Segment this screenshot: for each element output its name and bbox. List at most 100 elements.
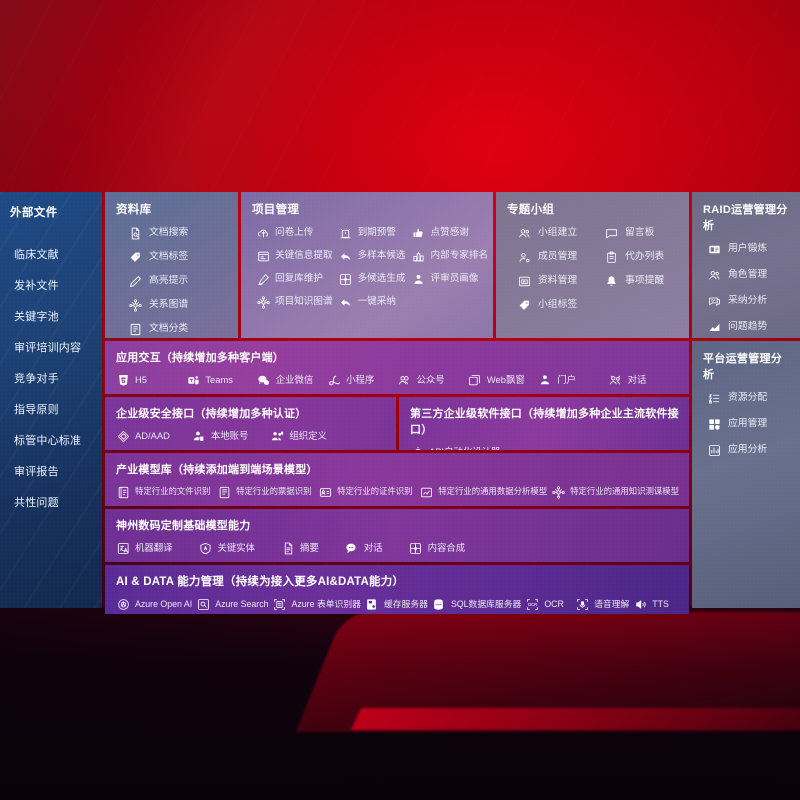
library-item-0-label: 文档搜索 <box>149 227 189 239</box>
interaction-item-7[interactable]: 对话 <box>609 373 679 387</box>
platform-item-2[interactable]: 应用分析 <box>707 443 790 457</box>
base-item-1[interactable]: 关键实体 <box>199 541 255 555</box>
app-analysis-icon <box>707 443 721 457</box>
industry-item-3[interactable]: 特定行业的通用数据分析模型 <box>419 485 547 499</box>
library-item-1[interactable]: 文档标签 <box>128 250 228 264</box>
sidebar-item-2[interactable]: 关键字池 <box>14 310 59 323</box>
capability-strips: 应用交互（持续增加多种客户端） H5 Teams 企业微信 <box>105 341 689 614</box>
industry-item-2[interactable]: 特定行业的证件识别 <box>318 485 415 499</box>
industry-item-0[interactable]: 特定行业的文件识别 <box>116 485 213 499</box>
azure-ad-icon <box>116 429 130 443</box>
raid-item-3[interactable]: 问题趋势 <box>707 320 790 334</box>
raid-item-0[interactable]: 用户锻炼 <box>707 242 790 256</box>
svg-text:QA: QA <box>710 298 716 302</box>
card-raid-title: RAID运营管理分析 <box>703 204 788 232</box>
project-item-2-label: 点赞感谢 <box>430 227 469 239</box>
project-item-9[interactable]: 项目知识图谱 <box>256 295 333 309</box>
strip-industry-model-library: 产业模型库（持续添加端到端场景模型） 特定行业的文件识别 特定行业的票据识别 特… <box>105 453 689 506</box>
ai-item-5[interactable]: OCR OCR <box>525 597 571 611</box>
strip-base-items: 机器翻译 关键实体 摘要 对话 <box>116 541 679 555</box>
project-item-0-label: 问卷上传 <box>275 227 314 239</box>
library-item-0[interactable]: 文档搜索 <box>128 226 228 240</box>
sidebar-item-1[interactable]: 发补文件 <box>14 279 59 292</box>
qa-bubble-icon: QA <box>707 294 721 308</box>
group-item-4[interactable]: 资料管理 <box>517 274 592 288</box>
interaction-item-4[interactable]: 公众号 <box>398 373 468 387</box>
background-shape-bar <box>350 708 800 730</box>
group-item-6[interactable]: 小组标签 <box>517 298 592 312</box>
interaction-item-5[interactable]: Web飘窗 <box>468 373 538 387</box>
library-item-4[interactable]: 文档分类 <box>128 322 228 336</box>
ai-item-2[interactable]: Azure 表单识别器 <box>273 597 361 611</box>
sidebar-texture <box>0 192 102 608</box>
sidebar-item-7[interactable]: 审评报告 <box>14 465 59 478</box>
sidebar-item-4[interactable]: 竞争对手 <box>14 372 59 385</box>
platform-item-1[interactable]: 应用管理 <box>707 417 790 431</box>
library-item-2[interactable]: 高亮提示 <box>128 274 228 288</box>
group-item-2[interactable]: 成员管理 <box>517 250 592 264</box>
project-item-8[interactable]: 评审员画像 <box>412 272 489 286</box>
ai-item-4-label: SQL数据库服务器 <box>450 598 522 609</box>
raid-item-2[interactable]: QA 采纳分析 <box>707 294 790 308</box>
interaction-item-0[interactable]: H5 <box>116 373 186 387</box>
sidebar-item-0[interactable]: 临床文献 <box>14 248 59 261</box>
interaction-item-1[interactable]: Teams <box>186 373 256 387</box>
strip-enterprise-auth: 企业级安全接口（持续增加多种认证） AD/AAD 本地账号 组织定义 <box>105 397 396 450</box>
platform-item-0-label: 资源分配 <box>728 392 768 404</box>
group-item-3[interactable]: 代办列表 <box>604 250 679 264</box>
base-item-4[interactable]: 内容合成 <box>409 541 465 555</box>
ai-item-3[interactable]: 缓存服务器 <box>365 597 428 611</box>
ai-item-6[interactable]: 语音理解 <box>575 597 629 611</box>
project-item-10[interactable]: 一键采纳 <box>339 295 406 309</box>
strip-interaction-items: H5 Teams 企业微信 小程序 <box>116 373 679 387</box>
card-project-title: 项目管理 <box>252 204 300 216</box>
auth-item-1[interactable]: 本地账号 <box>192 429 248 443</box>
ai-item-7-label: TTS <box>652 598 669 609</box>
card-raid-items: 用户锻炼 角色管理 QA 采纳分析 问题趋势 <box>703 242 790 334</box>
library-item-1-label: 文档标签 <box>149 251 189 263</box>
wecom-icon <box>257 373 271 387</box>
strip-auth-title: 企业级安全接口（持续增加多种认证） <box>116 408 307 420</box>
pen-tool-icon <box>256 272 270 286</box>
ai-item-4[interactable]: SQL数据库服务器 <box>432 597 521 611</box>
sidebar-item-5[interactable]: 指导原则 <box>14 403 59 416</box>
platform-item-0[interactable]: 资源分配 <box>707 391 790 405</box>
project-item-3[interactable]: 关键信息提取 <box>256 249 333 263</box>
group-item-5[interactable]: 事项提醒 <box>604 274 679 288</box>
third-party-item-0[interactable]: API自动化设计器 <box>410 445 500 450</box>
project-item-6[interactable]: 回复库维护 <box>256 272 333 286</box>
group-item-0[interactable]: 小组建立 <box>517 226 592 240</box>
project-item-4[interactable]: 多样本候选 <box>339 249 406 263</box>
interaction-item-6[interactable]: 门户 <box>538 373 608 387</box>
auth-item-2[interactable]: 组织定义 <box>270 429 327 443</box>
industry-item-4[interactable]: 特定行业的通用知识测谋模型 <box>551 485 679 499</box>
project-item-2[interactable]: 点赞感谢 <box>412 226 489 240</box>
ai-item-1[interactable]: Azure Search <box>196 597 269 611</box>
auth-item-0[interactable]: AD/AAD <box>116 429 170 443</box>
base-item-0[interactable]: 机器翻译 <box>116 541 173 555</box>
project-item-0[interactable]: 问卷上传 <box>256 226 333 240</box>
project-item-7[interactable]: 多候选生成 <box>339 272 406 286</box>
raid-item-1[interactable]: 角色管理 <box>707 268 790 282</box>
card-platform-title: 平台运营管理分析 <box>703 353 783 381</box>
project-item-1[interactable]: 到期预警 <box>339 226 406 240</box>
project-item-6-label: 回复库维护 <box>275 273 323 285</box>
group-item-1[interactable]: 留言板 <box>604 226 679 240</box>
industry-item-1[interactable]: 特定行业的票据识别 <box>217 485 314 499</box>
card-group-items: 小组建立 留言板 成员管理 代办列表 <box>507 226 679 312</box>
html5-icon <box>116 373 130 387</box>
sidebar-item-3[interactable]: 审评培训内容 <box>14 341 82 354</box>
interaction-item-2[interactable]: 企业微信 <box>257 373 327 387</box>
project-item-5[interactable]: 内部专家排名 <box>412 249 488 263</box>
interaction-item-3[interactable]: 小程序 <box>327 373 397 387</box>
sidebar-item-8[interactable]: 共性问题 <box>14 496 59 509</box>
sidebar-item-6[interactable]: 标管中心标准 <box>14 434 82 447</box>
base-item-2[interactable]: 摘要 <box>281 541 319 555</box>
ai-item-0[interactable]: Azure Open AI <box>116 597 192 611</box>
library-item-3[interactable]: 关系图谱 <box>128 298 228 312</box>
base-item-3[interactable]: 对话 <box>345 541 383 555</box>
strip-ai-items: Azure Open AI Azure Search Azure 表单识别器 缓… <box>116 597 679 611</box>
ai-item-7[interactable]: TTS <box>633 597 679 611</box>
third-party-item-0-label: API自动化设计器 <box>429 446 500 450</box>
portal-icon <box>538 373 552 387</box>
